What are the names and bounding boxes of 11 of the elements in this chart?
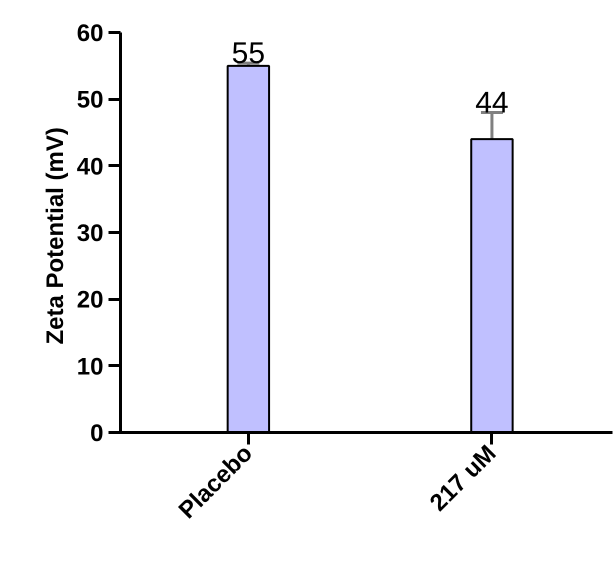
y-tick-label: 50	[76, 86, 104, 114]
data-label: 55	[232, 37, 266, 70]
y-tick-label: 40	[76, 153, 104, 180]
y-tick-label: 20	[76, 286, 104, 314]
x-tick-label: 217 uM	[424, 440, 502, 517]
data-label: 44	[475, 86, 509, 120]
y-tick-label: 0	[90, 420, 104, 447]
y-axis-title: Zeta Potential (mV)	[42, 127, 69, 345]
y-tick-label: 10	[76, 353, 104, 380]
y-tick-label: 60	[76, 20, 104, 47]
y-tick-label: 30	[76, 220, 104, 247]
